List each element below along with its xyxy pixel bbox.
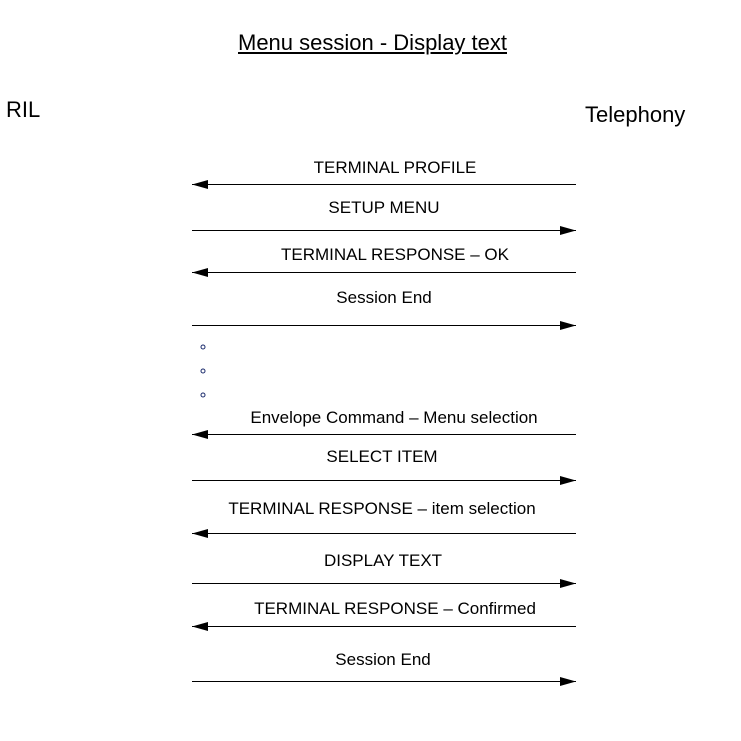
- message-label: TERMINAL RESPONSE – OK: [281, 245, 509, 264]
- arrowhead-icon: [192, 430, 208, 439]
- actor-telephony: Telephony: [585, 102, 686, 127]
- arrowhead-icon: [192, 180, 208, 189]
- message-label: TERMINAL RESPONSE – Confirmed: [254, 599, 536, 618]
- actor-ril: RIL: [6, 97, 41, 122]
- message-label: Envelope Command – Menu selection: [250, 408, 538, 427]
- message-label: SETUP MENU: [328, 198, 440, 217]
- arrowhead-icon: [560, 579, 576, 588]
- message-arrow: [192, 321, 576, 330]
- message-arrow: [192, 579, 576, 588]
- message-label: TERMINAL PROFILE: [313, 158, 477, 177]
- ellipsis-dot: [200, 368, 206, 374]
- message-arrow: [192, 622, 576, 631]
- message-label: Session End: [336, 288, 432, 307]
- message-label: TERMINAL RESPONSE – item selection: [228, 499, 536, 518]
- message-label: DISPLAY TEXT: [323, 551, 443, 570]
- message-arrow: [192, 226, 576, 235]
- message-arrow: [192, 268, 576, 277]
- message-arrow: [192, 180, 576, 189]
- message-label: Session End: [335, 650, 431, 669]
- diagram-title: Menu session - Display text: [238, 30, 507, 55]
- arrowhead-icon: [560, 321, 576, 330]
- arrowhead-icon: [192, 622, 208, 631]
- arrowhead-icon: [560, 476, 576, 485]
- arrowhead-icon: [560, 677, 576, 686]
- message-arrow: [192, 430, 576, 439]
- ellipsis-dot: [200, 344, 206, 350]
- message-arrow: [192, 677, 576, 686]
- arrowhead-icon: [560, 226, 576, 235]
- message-arrow: [192, 476, 576, 485]
- message-arrow: [192, 529, 576, 538]
- arrowhead-icon: [192, 529, 208, 538]
- arrowhead-icon: [192, 268, 208, 277]
- message-label: SELECT ITEM: [326, 447, 438, 466]
- ellipsis-dot: [200, 392, 206, 398]
